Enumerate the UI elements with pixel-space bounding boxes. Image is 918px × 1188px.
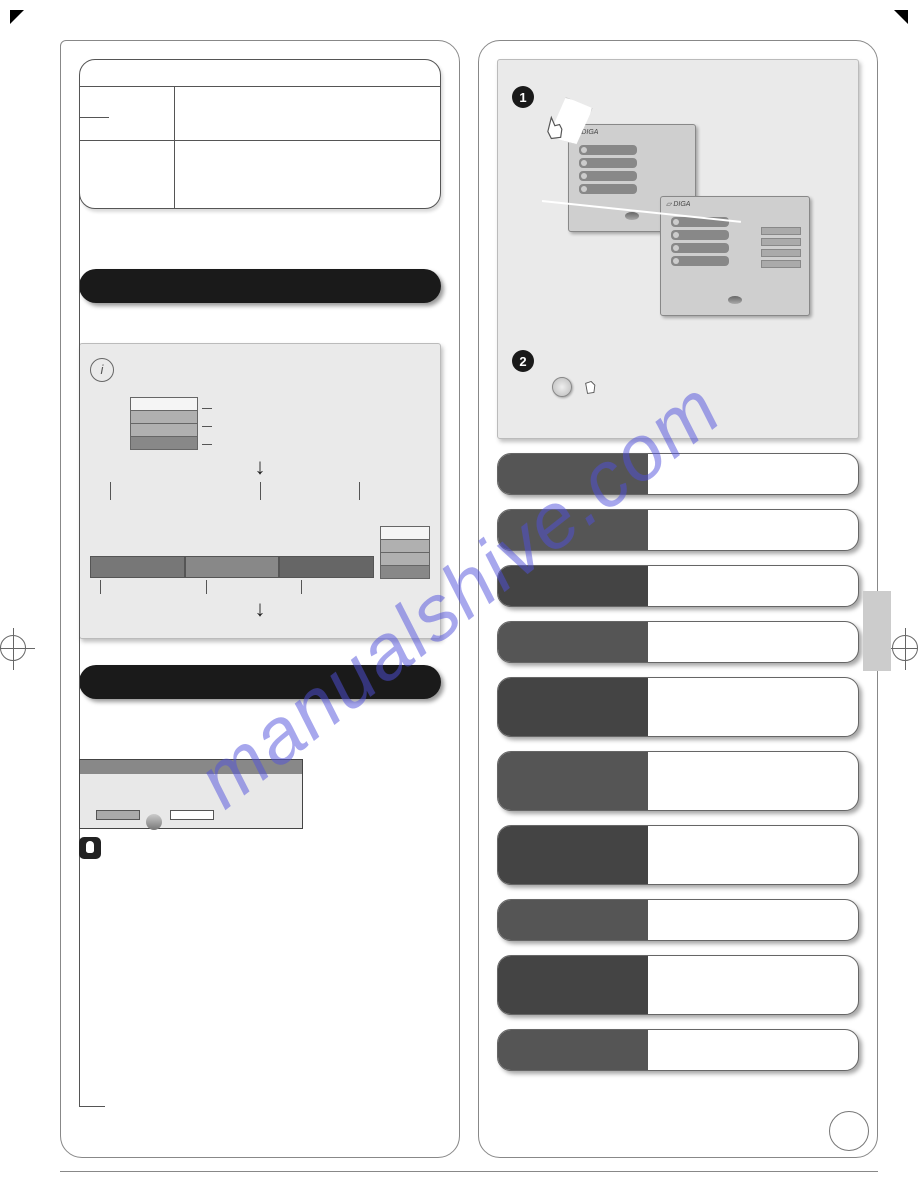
press-button-icon [552,377,572,397]
tv-brand-1: DIGA [569,125,695,139]
bar-4 [130,436,198,450]
table-header-rule [80,86,440,87]
tv-sub-item[interactable] [761,227,801,235]
section-heading-pill-1 [79,269,441,303]
tv-menu-item[interactable] [579,158,637,168]
tv-menu-item[interactable] [671,256,729,266]
diagram-bottom-row [90,526,430,578]
press-hand-icon [582,376,604,398]
tv-menu-item[interactable] [579,145,637,155]
step-1-badge: 1 [512,86,534,108]
mini-stack [380,526,430,578]
left-column: i ↓ [60,40,460,1158]
registration-mark-left [0,635,26,661]
pointer-hand-icon [542,114,570,142]
control-panel-header [80,760,302,774]
page-number-circle [829,1111,869,1151]
option-item[interactable] [497,677,859,737]
arrow-down-2: ↓ [90,598,430,620]
table-row-rule [80,140,440,141]
bar-3 [130,423,198,437]
option-item[interactable] [497,621,859,663]
loop-line-h1 [79,117,109,118]
tv-brand-2: DIGA [661,197,809,211]
tv-knob-icon [625,212,639,220]
options-list [497,439,859,1071]
control-button-1[interactable] [96,810,140,820]
tv-menu-item[interactable] [671,230,729,240]
control-knob-icon [146,814,162,830]
option-item[interactable] [497,751,859,811]
option-item[interactable] [497,825,859,885]
option-item[interactable] [497,453,859,495]
lightbulb-icon [79,837,101,859]
tv-sub-item[interactable] [761,260,801,268]
right-column: 1 DIGA DIGA [478,40,878,1158]
diagram-top-stack [130,396,430,450]
section-heading-pill-2 [79,665,441,699]
tv-menu-item[interactable] [579,184,637,194]
segment-1 [90,556,185,578]
diagram-panel-1: i ↓ [79,343,441,639]
option-item[interactable] [497,509,859,551]
side-index-tab [863,591,891,671]
bar-1 [130,397,198,411]
table-panel [79,59,441,209]
page-frame: i ↓ [60,40,878,1158]
tv-submenu [761,227,801,271]
crop-mark-tl [10,10,24,24]
control-panel [79,759,303,829]
tv-menu-item[interactable] [671,243,729,253]
footer-rule [60,1171,878,1172]
tv-menu-list-1 [579,145,637,197]
crop-mark-tr [894,10,908,24]
segment-3 [279,556,374,578]
tv-menu-list-2 [671,217,729,269]
loop-line-v [79,117,80,1107]
bar-2 [130,410,198,424]
tv-knob-icon [728,296,742,304]
tv-sub-item[interactable] [761,238,801,246]
arrow-down-1: ↓ [90,456,430,478]
registration-mark-right [892,635,918,661]
segment-2 [185,556,280,578]
control-button-2[interactable] [170,810,214,820]
steps-panel: 1 DIGA DIGA [497,59,859,439]
loop-line-h2 [79,1106,105,1107]
option-item[interactable] [497,565,859,607]
tv-sub-item[interactable] [761,249,801,257]
table-column-rule [174,86,175,208]
option-item[interactable] [497,899,859,941]
step-2-badge: 2 [512,350,534,372]
option-item[interactable] [497,955,859,1015]
info-icon: i [90,358,114,382]
option-item[interactable] [497,1029,859,1071]
tv-menu-item[interactable] [579,171,637,181]
